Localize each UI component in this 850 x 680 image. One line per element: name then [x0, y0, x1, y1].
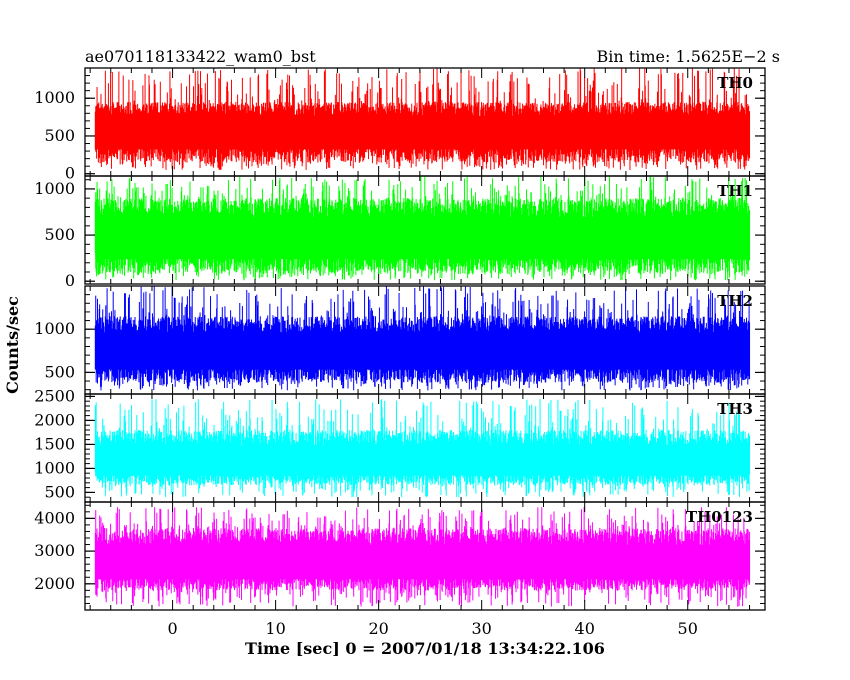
- series-th1-core: [95, 219, 750, 260]
- panel-th3: 500 1000 1500 2000 2500 TH3: [34, 386, 766, 503]
- y-tick-label: 0: [65, 164, 75, 183]
- panel-frame: [84, 501, 766, 611]
- x-tick-label: 50: [678, 619, 698, 638]
- y-tick-label: 3000: [34, 541, 75, 560]
- x-tick-label: 30: [471, 619, 491, 638]
- y-tick-label: 1000: [34, 179, 75, 198]
- y-tick-label: 500: [44, 225, 75, 244]
- y-tick-label: 2000: [34, 574, 75, 593]
- series-th3-core: [95, 447, 750, 476]
- y-tick-label: 0: [65, 271, 75, 290]
- series-th0-core: [95, 117, 750, 150]
- bin-time-label: Bin time: 1.5625E−2 s: [597, 47, 780, 66]
- y-axis-label: Counts/sec: [3, 296, 22, 394]
- y-tick-label: 1000: [34, 88, 75, 107]
- panel-th0: 0 500 1000 TH0: [34, 67, 766, 183]
- panel-label-th1: TH1: [717, 182, 753, 200]
- x-tick-label: 10: [265, 619, 285, 638]
- panel-th2: 500 1000 TH2: [34, 285, 766, 395]
- y-tick-label: 2500: [34, 386, 75, 405]
- x-tick-label: 0: [167, 619, 177, 638]
- y-tick-label: 500: [44, 126, 75, 145]
- y-tick-label: 1000: [34, 319, 75, 338]
- y-tick-label: 500: [44, 482, 75, 501]
- series-th0123-core: [95, 547, 750, 580]
- panel-label-th0123: TH0123: [686, 508, 753, 526]
- plot-title: ae070118133422_wam0_bst: [85, 47, 316, 66]
- y-tick-label: 1500: [34, 434, 75, 453]
- y-tick-label: 4000: [34, 508, 75, 527]
- x-axis-label: Time [sec] 0 = 2007/01/18 13:34:22.106: [245, 639, 605, 658]
- panel-th0123: 2000 3000 4000 TH0123: [34, 501, 766, 611]
- panel-th1: 0 500 1000 TH1: [34, 175, 766, 290]
- y-tick-label: 2000: [34, 410, 75, 429]
- y-tick-label: 500: [44, 362, 75, 381]
- panel-label-th2: TH2: [717, 292, 753, 310]
- x-tick-label: 40: [575, 619, 595, 638]
- panel-label-th3: TH3: [717, 400, 753, 418]
- y-tick-label: 1000: [34, 458, 75, 477]
- x-tick-label: 20: [368, 619, 388, 638]
- panel-label-th0: TH0: [717, 74, 753, 92]
- panel-frame: [84, 175, 766, 285]
- series-th2-core: [95, 334, 750, 370]
